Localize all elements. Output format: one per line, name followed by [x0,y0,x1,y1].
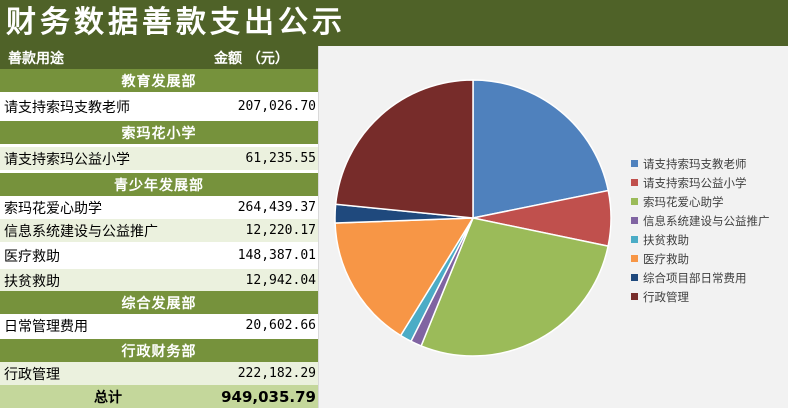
section-header: 行政财务部 [0,339,318,362]
legend-swatch [631,236,638,243]
row-purpose: 日常管理费用 [4,318,88,335]
row-amount: 148,387.01 [237,248,316,263]
table-row: 医疗救助 148,387.01 [0,244,318,267]
legend-swatch [631,255,638,262]
legend-item: 请支持索玛公益小学 [631,173,786,192]
row-amount: 222,182.29 [237,366,316,381]
page-title: 财务数据善款支出公示 [6,5,346,40]
title-bar: 财务数据善款支出公示 [0,0,788,46]
row-amount: 264,439.37 [237,200,316,215]
legend-swatch [631,293,638,300]
row-purpose: 请支持索玛支教老师 [4,99,130,116]
legend-item: 信息系统建设与公益推广 [631,211,786,230]
legend-swatch [631,198,638,205]
table-header: 善款用途 金额 （元） [0,46,318,69]
legend-swatch [631,160,638,167]
row-amount: 61,235.55 [245,151,316,166]
table-row: 索玛花爱心助学 264,439.37 [0,196,318,219]
row-purpose: 行政管理 [4,366,60,383]
legend-item: 索玛花爱心助学 [631,192,786,211]
chart-area: 请支持索玛支教老师 请支持索玛公益小学 索玛花爱心助学信息系统建设与公益推广 扶贫救助… [318,46,788,408]
legend-label: 医疗救助 [643,251,689,266]
total-label: 总计 [94,389,122,406]
row-amount: 20,602.66 [245,318,316,333]
section-header: 索玛花小学 [0,121,318,144]
table-row: 扶贫救助 12,942.04 [0,269,318,292]
legend-item: 医疗救助 [631,249,786,268]
expense-table: 善款用途 金额 （元） 教育发展部请支持索玛支教老师 207,026.70 索玛花小… [0,46,318,408]
legend-label: 信息系统建设与公益推广 [643,213,770,228]
section-header: 青少年发展部 [0,173,318,196]
legend-item: 行政管理 [631,287,786,306]
legend-swatch [631,217,638,224]
legend-item: 综合项目部日常费用 [631,268,786,287]
row-purpose: 信息系统建设与公益推广 [4,223,158,240]
pie-slice [334,217,475,337]
pie-slice [472,79,610,219]
chart-legend: 请支持索玛支教老师 请支持索玛公益小学 索玛花爱心助学信息系统建设与公益推广 扶贫救助… [631,154,786,306]
row-amount: 12,220.17 [245,223,316,238]
row-amount: 207,026.70 [237,99,316,114]
legend-label: 行政管理 [643,289,689,304]
row-purpose: 扶贫救助 [4,273,60,290]
pie-slice [334,79,474,219]
legend-item: 请支持索玛支教老师 [631,154,786,173]
table-row: 行政管理 222,182.29 [0,362,318,385]
legend-label: 综合项目部日常费用 [643,270,747,285]
total-amount: 949,035.79 [221,387,316,406]
legend-label: 请支持索玛公益小学 [643,175,747,190]
legend-label: 索玛花爱心助学 [643,194,724,209]
legend-swatch [631,274,638,281]
row-amount: 12,942.04 [245,273,316,288]
table-row: 日常管理费用 20,602.66 [0,314,318,337]
section-header: 综合发展部 [0,291,318,314]
legend-label: 请支持索玛支教老师 [643,156,747,171]
row-purpose: 索玛花爱心助学 [4,200,102,217]
table-row: 信息系统建设与公益推广 12,220.17 [0,219,318,242]
pie-chart [334,79,612,357]
header-purpose: 善款用途 [8,50,64,67]
legend-swatch [631,179,638,186]
total-row: 总计 949,035.79 [0,385,318,408]
section-header: 教育发展部 [0,69,318,92]
row-purpose: 请支持索玛公益小学 [4,151,130,168]
legend-item: 扶贫救助 [631,230,786,249]
row-purpose: 医疗救助 [4,248,60,265]
table-row: 请支持索玛支教老师 207,026.70 [0,95,318,118]
table-row: 请支持索玛公益小学 61,235.55 [0,147,318,170]
legend-label: 扶贫救助 [643,232,689,247]
pie-slice [420,217,609,357]
header-amount: 金额 （元） [214,50,289,67]
